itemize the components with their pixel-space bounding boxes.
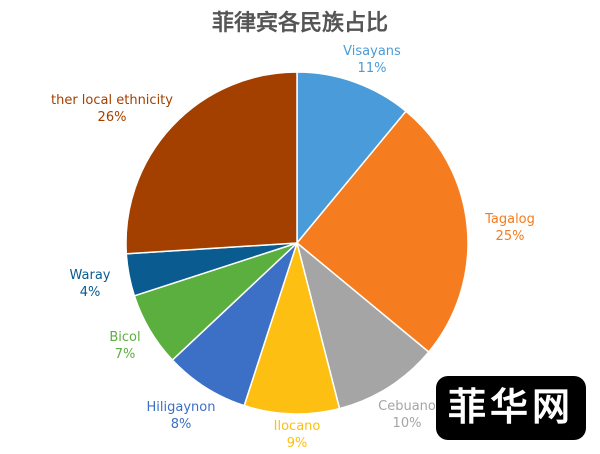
slice-label-name: Waray xyxy=(70,268,111,283)
watermark-text: 菲华网 xyxy=(447,384,574,429)
slice-label-value: 25% xyxy=(496,229,525,244)
pie-slices xyxy=(125,71,469,415)
slice-label-value: 9% xyxy=(287,436,308,451)
slice-label-name: Ilocano xyxy=(274,419,321,434)
slice-label-value: 7% xyxy=(115,347,136,362)
pie-slice-ilocano xyxy=(243,240,341,415)
pie-slice-tagalog xyxy=(295,110,469,354)
slice-label-name: Bicol xyxy=(109,330,140,345)
slice-label-name: Hiligaynon xyxy=(147,400,216,415)
slice-label-value: 4% xyxy=(80,285,101,300)
watermark-logo: 菲华网 xyxy=(436,376,586,440)
slice-label-value: 8% xyxy=(171,417,192,432)
slice-label-value: 11% xyxy=(358,61,387,76)
slice-labels: Visayans 11% Tagalog 25% Cebuano 10% Ilocano 9%… xyxy=(51,44,535,451)
pie-slice-ther-local-ethnicity xyxy=(125,71,298,255)
pie-slice-visayans xyxy=(296,71,408,246)
pie-slice-cebuano xyxy=(295,240,430,410)
slice-label-value: 26% xyxy=(98,110,127,125)
slice-label-name: Cebuano xyxy=(378,399,436,414)
slice-label-name: ther local ethnicity xyxy=(51,93,173,108)
chart-title: 菲律宾各民族占比 xyxy=(212,10,388,36)
slice-label-name: Tagalog xyxy=(484,212,535,227)
slice-label-name: Visayans xyxy=(343,44,401,59)
slice-label-value: 10% xyxy=(393,416,422,431)
